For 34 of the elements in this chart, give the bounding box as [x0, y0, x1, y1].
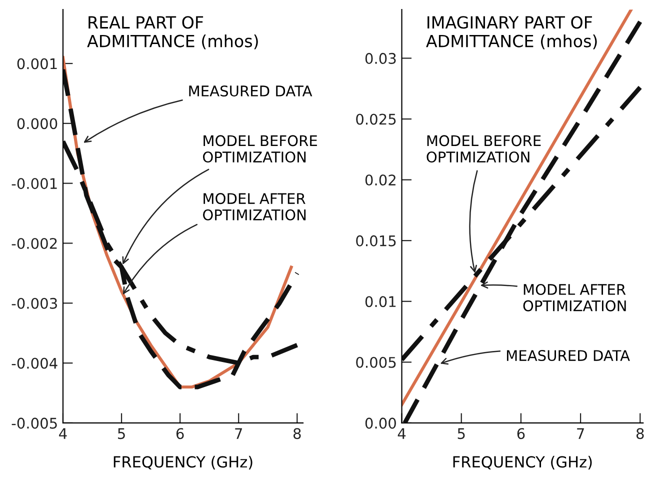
annotation: MODEL BEFORE OPTIMIZATION — [426, 135, 541, 163]
x-tick-label: 4 — [59, 428, 67, 439]
y-tick-label: -0.004 — [12, 358, 58, 369]
y-tick-label: 0.02 — [365, 174, 396, 186]
y-tick-label: 0.005 — [356, 356, 396, 368]
y-tick-label: 0.03 — [365, 52, 396, 64]
annotation: MEASURED DATA — [189, 85, 312, 96]
x-tick-label: 6 — [517, 428, 525, 440]
y-tick-label: 0.001 — [17, 58, 57, 70]
x-tick-label: 4 — [398, 428, 406, 439]
x-axis-title: FREQUENCY (GHz) — [453, 456, 592, 470]
y-tick-label: -0.002 — [12, 238, 57, 249]
y-tick-label: -0.003 — [12, 298, 57, 309]
x-tick-label: 7 — [235, 428, 242, 439]
x-tick-label: 8 — [636, 428, 644, 440]
annotation: MODEL AFTER OPTIMIZATION — [203, 193, 306, 220]
x-tick-label: 8 — [293, 428, 301, 440]
x-tick-label: 5 — [118, 428, 125, 440]
y-tick-label: 0.015 — [356, 235, 396, 246]
x-tick-label: 5 — [458, 428, 465, 440]
y-tick-label: 0.01 — [365, 296, 396, 308]
x-tick-label: 6 — [176, 428, 184, 440]
x-axis-title: FREQUENCY (GHz) — [114, 456, 252, 470]
y-tick-label: -0.005 — [12, 418, 57, 429]
annotation: MEASURED DATA — [506, 350, 630, 362]
annotation: MODEL AFTER OPTIMIZATION — [523, 284, 626, 312]
x-tick-label: 7 — [577, 428, 584, 439]
y-tick-label: 0.000 — [17, 118, 58, 130]
y-tick-label: 0.025 — [356, 114, 396, 125]
annotation: MODEL BEFORE OPTIMIZATION — [203, 135, 317, 163]
y-tick-label: 0.00 — [365, 418, 396, 429]
y-axis-title: REAL PART OF ADMITTANCE (mhos) — [87, 16, 258, 50]
y-tick-label: -0.001 — [12, 178, 57, 190]
y-axis-title: IMAGINARY PART OF ADMITTANCE (mhos) — [426, 16, 597, 50]
